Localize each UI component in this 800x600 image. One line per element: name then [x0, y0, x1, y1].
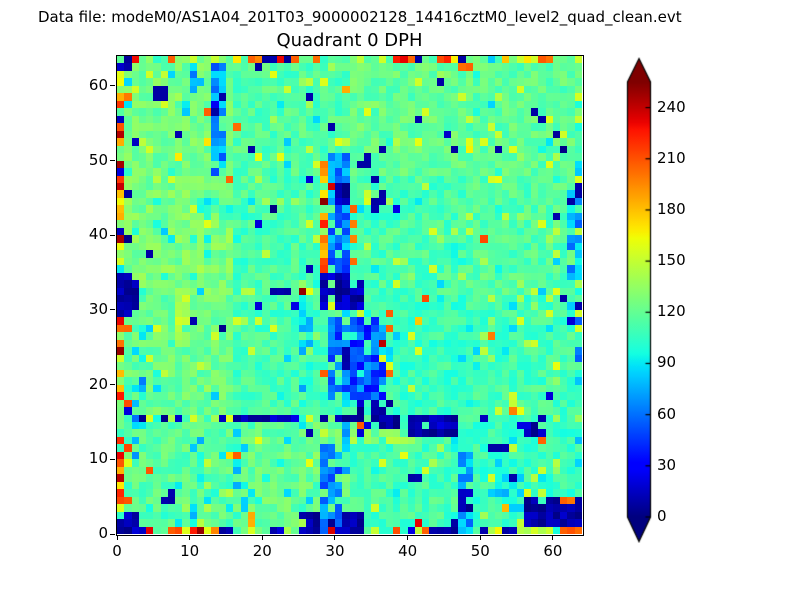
x-tick-label: 20 [242, 542, 282, 560]
x-tick-label: 0 [97, 542, 137, 560]
x-tick-label: 60 [533, 542, 573, 560]
y-tick-mark [110, 160, 115, 161]
y-tick-mark [110, 384, 115, 385]
y-tick-mark [110, 85, 115, 86]
matplotlib-figure: Data file: modeM0/AS1A04_201T03_90000021… [0, 0, 800, 600]
x-tick-label: 40 [388, 542, 428, 560]
axes-frame [116, 55, 584, 536]
x-tick-label: 30 [315, 542, 355, 560]
y-tick-mark [110, 459, 115, 460]
x-tick-mark [407, 535, 408, 540]
y-tick-mark [110, 534, 115, 535]
y-tick-label: 20 [68, 375, 108, 393]
colorbar-tick-label: 60 [657, 405, 676, 423]
x-tick-mark [189, 535, 190, 540]
x-tick-mark [262, 535, 263, 540]
colorbar-tick-label: 210 [657, 149, 686, 167]
colorbar-canvas [626, 57, 652, 543]
colorbar-tick-label: 180 [657, 200, 686, 218]
y-tick-label: 50 [68, 151, 108, 169]
x-tick-mark [552, 535, 553, 540]
x-tick-mark [334, 535, 335, 540]
y-tick-label: 60 [68, 76, 108, 94]
y-tick-label: 40 [68, 225, 108, 243]
y-tick-label: 0 [68, 524, 108, 542]
data-file-header: Data file: modeM0/AS1A04_201T03_90000021… [38, 8, 682, 26]
x-tick-label: 10 [170, 542, 210, 560]
x-tick-mark [117, 535, 118, 540]
colorbar-tick-label: 120 [657, 302, 686, 320]
x-tick-label: 50 [460, 542, 500, 560]
colorbar-tick-label: 0 [657, 507, 667, 525]
colorbar-tick-label: 150 [657, 251, 686, 269]
y-tick-mark [110, 309, 115, 310]
heatmap-canvas [117, 56, 582, 534]
colorbar-tick-label: 30 [657, 456, 676, 474]
x-tick-mark [480, 535, 481, 540]
colorbar-tick-label: 90 [657, 353, 676, 371]
plot-title: Quadrant 0 DPH [117, 30, 582, 51]
colorbar-tick-label: 240 [657, 98, 686, 116]
y-tick-label: 30 [68, 300, 108, 318]
y-tick-mark [110, 235, 115, 236]
y-tick-label: 10 [68, 449, 108, 467]
